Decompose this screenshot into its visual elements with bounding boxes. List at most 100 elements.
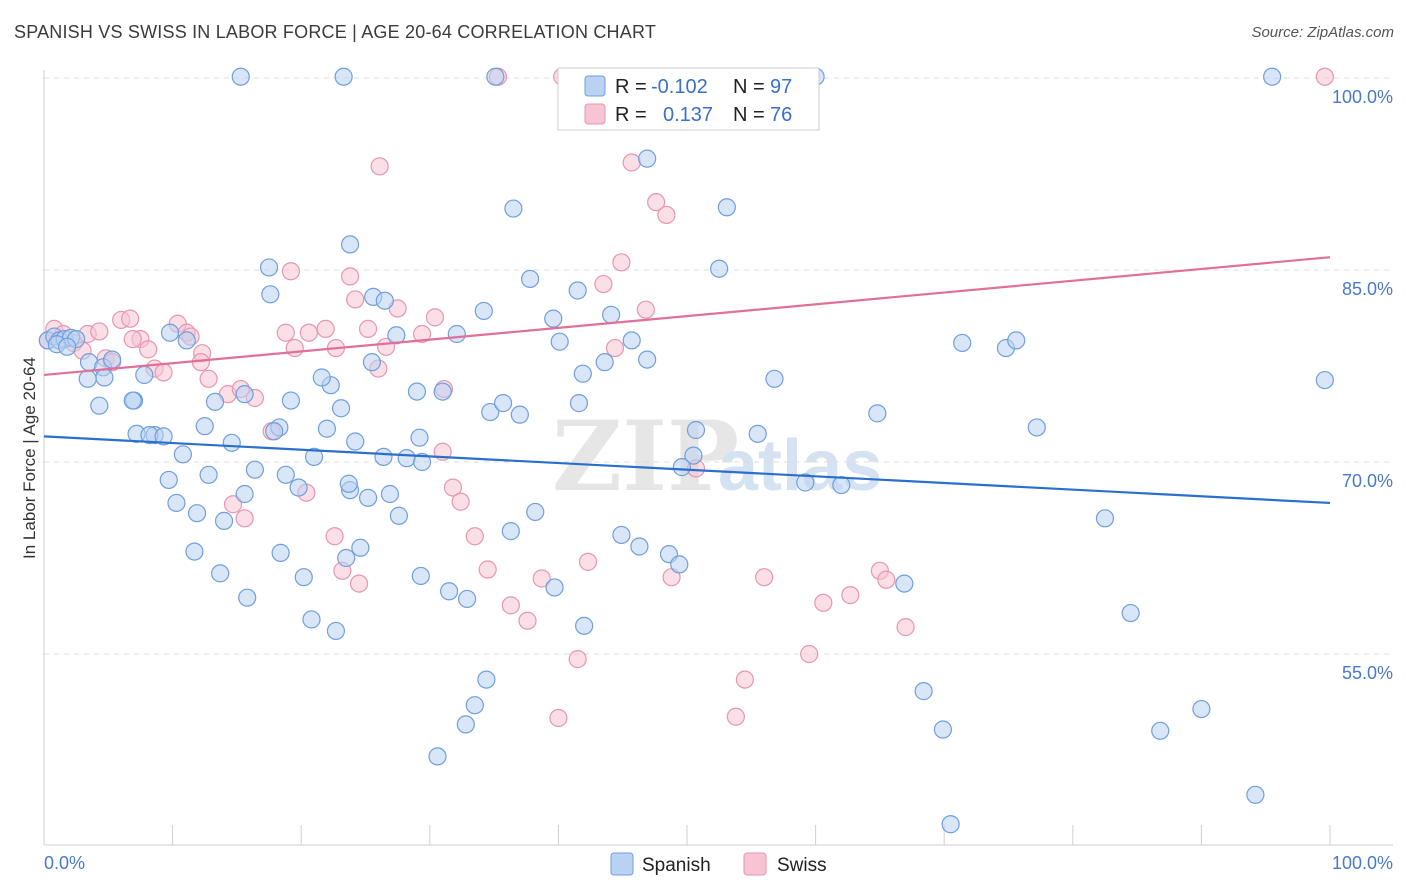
spanish-point-57 xyxy=(474,301,493,321)
swiss-point-49 xyxy=(578,552,598,571)
spanish-trend-line xyxy=(43,435,1331,505)
spanish-point-46 xyxy=(235,484,254,504)
spanish-point-10 xyxy=(78,369,97,388)
swiss-point-41 xyxy=(451,492,470,511)
spanish-point-101 xyxy=(545,578,564,597)
spanish-point-34 xyxy=(407,382,427,401)
swiss-point-79 xyxy=(370,157,389,176)
swiss-point-48 xyxy=(568,650,587,669)
spanish-point-41 xyxy=(199,465,218,484)
spanish-point-134 xyxy=(953,333,972,353)
swiss-point-60 xyxy=(755,568,774,587)
legend-n-value-swiss: 76 xyxy=(770,104,792,126)
spanish-point-59 xyxy=(494,394,513,413)
spanish-point-110 xyxy=(748,424,767,443)
spanish-point-125 xyxy=(1192,699,1211,719)
spanish-point-40 xyxy=(245,460,265,479)
swiss-points xyxy=(38,67,1334,728)
spanish-point-131 xyxy=(486,67,505,86)
spanish-point-83 xyxy=(238,588,257,607)
bottom-legend-swatch-swiss xyxy=(743,852,767,876)
spanish-point-49 xyxy=(304,447,324,466)
swiss-point-56 xyxy=(657,205,676,225)
zipatlas-watermark: ZIP atlas xyxy=(552,400,882,513)
spanish-point-87 xyxy=(326,621,346,641)
spanish-point-124 xyxy=(1151,721,1170,740)
swiss-point-55 xyxy=(647,193,666,212)
spanish-point-80 xyxy=(154,427,173,446)
spanish-point-17 xyxy=(90,396,109,415)
spanish-point-104 xyxy=(630,537,649,556)
spanish-point-27 xyxy=(261,285,280,304)
swiss-point-32 xyxy=(358,319,378,338)
spanish-point-13 xyxy=(103,350,122,369)
spanish-point-15 xyxy=(177,331,196,350)
spanish-point-36 xyxy=(312,368,331,387)
legend-r-label-spanish: R = xyxy=(615,76,647,98)
spanish-point-28 xyxy=(259,258,279,277)
swiss-point-19 xyxy=(199,369,218,388)
spanish-point-121 xyxy=(1027,418,1046,437)
swiss-point-24 xyxy=(276,323,295,342)
x-tick-min: 0.0% xyxy=(44,853,85,873)
spanish-point-129 xyxy=(231,67,250,86)
swiss-point-45 xyxy=(518,611,537,630)
swiss-point-28 xyxy=(316,319,335,338)
swiss-point-26 xyxy=(281,262,301,281)
spanish-point-107 xyxy=(684,446,703,465)
swiss-point-59 xyxy=(726,707,745,726)
swiss-point-73 xyxy=(349,574,369,593)
spanish-point-61 xyxy=(544,309,563,328)
swiss-point-78 xyxy=(1315,67,1334,86)
swiss-point-36 xyxy=(412,324,432,344)
spanish-point-103 xyxy=(612,525,631,545)
spanish-point-29 xyxy=(340,235,360,254)
spanish-point-91 xyxy=(410,428,429,447)
correlation-legend: R = -0.102 N = 97 R = 0.137 N = 76 xyxy=(557,67,820,131)
spanish-point-130 xyxy=(334,67,353,86)
spanish-point-56 xyxy=(447,324,466,344)
source-note: Source: ZipAtlas.com xyxy=(1251,24,1394,41)
spanish-point-100 xyxy=(526,502,545,522)
swiss-point-14 xyxy=(154,363,173,382)
y-tick-label-1: 70.0% xyxy=(1342,471,1393,491)
spanish-point-113 xyxy=(832,475,851,495)
spanish-point-37 xyxy=(331,399,351,418)
spanish-point-32 xyxy=(375,291,394,310)
spanish-point-99 xyxy=(501,522,520,541)
swiss-point-63 xyxy=(814,593,833,612)
spanish-point-85 xyxy=(294,568,313,587)
spanish-point-117 xyxy=(933,720,953,739)
spanish-point-86 xyxy=(302,610,321,629)
swiss-point-12 xyxy=(139,340,158,359)
spanish-point-63 xyxy=(569,394,589,413)
swiss-point-64 xyxy=(841,586,860,605)
spanish-point-48 xyxy=(289,478,308,497)
y-tick-label-0: 55.0% xyxy=(1342,663,1393,683)
y-tick-label-2: 85.0% xyxy=(1342,279,1393,299)
spanish-point-118 xyxy=(941,815,960,834)
swiss-point-46 xyxy=(532,569,551,588)
spanish-point-69 xyxy=(504,199,523,218)
trend-lines xyxy=(43,256,1331,505)
spanish-point-96 xyxy=(465,696,484,715)
legend-n-label-spanish: N = xyxy=(733,76,765,98)
spanish-point-52 xyxy=(380,484,400,504)
spanish-point-55 xyxy=(433,382,452,401)
bottom-legend-spanish: Spanish xyxy=(642,855,711,876)
swiss-point-62 xyxy=(800,644,819,664)
y-tick-label-3: 100.0% xyxy=(1332,87,1393,107)
spanish-point-122 xyxy=(1095,509,1115,528)
swiss-point-71 xyxy=(325,527,344,546)
spanish-point-75 xyxy=(339,474,358,493)
spanish-point-127 xyxy=(1263,67,1282,86)
legend-r-value-swiss: 0.137 xyxy=(663,104,713,126)
x-tick-max: 100.0% xyxy=(1332,853,1393,873)
spanish-point-47 xyxy=(276,465,295,484)
swiss-point-42 xyxy=(465,527,484,546)
spanish-point-123 xyxy=(1121,603,1140,623)
spanish-point-97 xyxy=(456,715,475,734)
swiss-point-66 xyxy=(877,570,896,589)
spanish-point-54 xyxy=(412,452,432,472)
